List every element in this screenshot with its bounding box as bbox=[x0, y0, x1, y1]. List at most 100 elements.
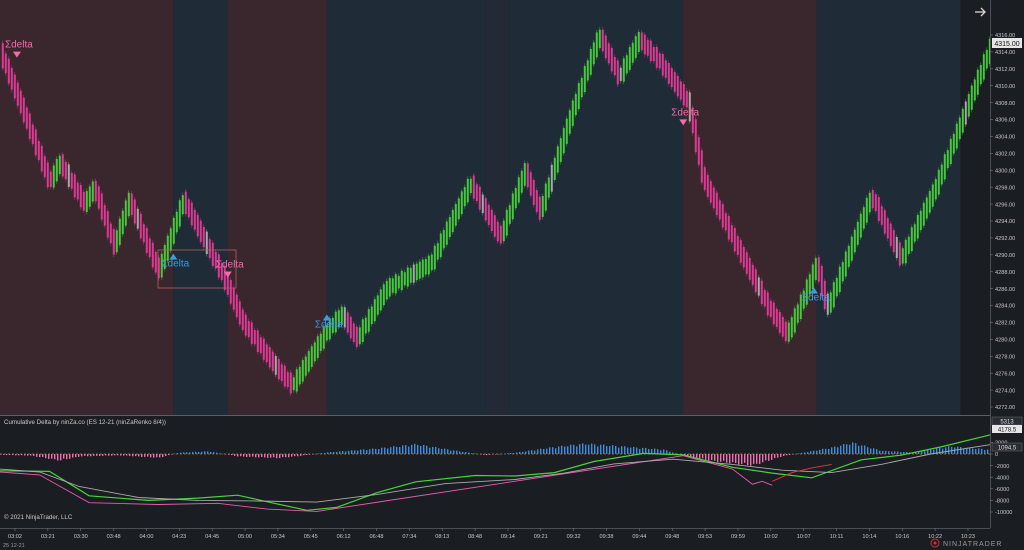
renko-bar bbox=[793, 308, 796, 333]
histogram-bar bbox=[819, 449, 821, 454]
histogram-bar bbox=[267, 454, 269, 458]
renko-bar bbox=[112, 229, 115, 255]
price-tick-label: 4298.00 bbox=[995, 185, 1015, 191]
time-tick-label: 06:12 bbox=[337, 534, 351, 540]
histogram-bar bbox=[210, 452, 212, 454]
renko-bar bbox=[757, 277, 760, 296]
renko-bar bbox=[397, 275, 400, 289]
histogram-bar bbox=[828, 448, 830, 454]
renko-bar bbox=[979, 65, 982, 85]
histogram-bar bbox=[309, 454, 311, 455]
renko-bar bbox=[571, 100, 574, 126]
renko-bar bbox=[820, 265, 823, 296]
renko-bar bbox=[601, 29, 604, 52]
histogram-bar bbox=[786, 454, 788, 456]
renko-bar bbox=[676, 76, 679, 97]
histogram-bar bbox=[228, 454, 230, 455]
delta-series-line bbox=[0, 434, 991, 511]
histogram-bar bbox=[549, 447, 551, 454]
histogram-bar bbox=[324, 452, 326, 454]
histogram-bar bbox=[756, 454, 758, 464]
histogram-bar bbox=[66, 454, 68, 460]
time-tick-label: 10:11 bbox=[830, 534, 844, 540]
renko-bar bbox=[946, 150, 949, 169]
time-tick-label: 09:32 bbox=[567, 534, 581, 540]
renko-bar bbox=[214, 251, 217, 269]
histogram-bar bbox=[801, 452, 803, 454]
time-tick-label: 03:30 bbox=[74, 534, 88, 540]
histogram-bar bbox=[51, 454, 53, 459]
renko-bar bbox=[487, 204, 490, 225]
indicator-tick-label: -4000 bbox=[995, 475, 1009, 481]
renko-bar bbox=[661, 54, 664, 76]
price-tick-label: 4306.00 bbox=[995, 118, 1015, 124]
renko-bar bbox=[595, 32, 598, 58]
arrow-right-icon[interactable] bbox=[975, 7, 986, 17]
up-triangle-icon bbox=[169, 253, 178, 260]
renko-bar bbox=[844, 251, 847, 277]
histogram-bar bbox=[759, 454, 761, 464]
histogram-bar bbox=[555, 448, 557, 454]
renko-bar bbox=[478, 186, 481, 210]
renko-bar bbox=[181, 195, 184, 215]
renko-bar bbox=[121, 210, 124, 235]
histogram-bar bbox=[330, 451, 332, 454]
histogram-bar bbox=[621, 446, 623, 454]
renko-bar bbox=[637, 31, 640, 52]
renko-bar bbox=[550, 164, 553, 192]
renko-bar bbox=[739, 240, 742, 263]
renko-bar bbox=[346, 312, 349, 333]
histogram-bar bbox=[564, 446, 566, 454]
histogram-bar bbox=[579, 444, 581, 454]
renko-bar bbox=[766, 292, 769, 316]
renko-bar bbox=[118, 218, 121, 245]
renko-bar bbox=[319, 333, 322, 351]
renko-bar bbox=[151, 242, 154, 268]
renko-bar bbox=[880, 206, 883, 225]
cumulative-delta-panel[interactable]: Cumulative Delta by ninZa.co (ES 12-21 (… bbox=[0, 416, 1023, 521]
renko-bar bbox=[271, 351, 274, 371]
histogram-bar bbox=[255, 454, 257, 458]
histogram-bar bbox=[651, 449, 653, 454]
renko-bar bbox=[565, 118, 568, 144]
histogram-bar bbox=[429, 447, 431, 454]
renko-bar bbox=[784, 321, 787, 342]
renko-bar bbox=[97, 186, 100, 209]
indicator-tick-label: 0 bbox=[995, 452, 998, 458]
histogram-bar bbox=[402, 445, 404, 454]
histogram-bar bbox=[540, 448, 542, 454]
renko-bar bbox=[388, 278, 391, 297]
renko-bar bbox=[31, 124, 34, 144]
time-tick-label: 05:34 bbox=[271, 534, 285, 540]
histogram-bar bbox=[486, 454, 488, 456]
histogram-bar bbox=[129, 454, 131, 457]
histogram-bar bbox=[738, 454, 740, 465]
renko-bar bbox=[265, 344, 268, 363]
histogram-bar bbox=[834, 446, 836, 454]
histogram-bar bbox=[654, 448, 656, 454]
histogram-bar bbox=[852, 442, 854, 454]
histogram-bar bbox=[0, 454, 2, 455]
renko-bar bbox=[124, 200, 127, 226]
histogram-bar bbox=[99, 454, 101, 457]
renko-bar bbox=[841, 262, 844, 282]
histogram-bar bbox=[966, 447, 968, 454]
renko-bar bbox=[871, 189, 874, 209]
current-price-badge bbox=[992, 38, 1022, 48]
renko-bar bbox=[919, 210, 922, 231]
renko-bar bbox=[136, 208, 139, 229]
price-panel[interactable]: Σdelta Σdelta Σdelta Σdelta Σdelta Σdelta bbox=[0, 0, 991, 415]
renko-bar bbox=[427, 255, 430, 275]
delta-annotation-label: Σdelta bbox=[315, 320, 343, 331]
histogram-bar bbox=[108, 454, 110, 456]
histogram-bar bbox=[777, 454, 779, 458]
price-tick-label: 4290.00 bbox=[995, 253, 1015, 259]
renko-bar bbox=[298, 366, 301, 385]
renko-bar bbox=[295, 369, 298, 392]
histogram-bar bbox=[873, 448, 875, 454]
renko-bar bbox=[304, 356, 307, 376]
histogram-bar bbox=[147, 454, 149, 457]
histogram-bar bbox=[780, 454, 782, 458]
histogram-bar bbox=[150, 454, 152, 458]
